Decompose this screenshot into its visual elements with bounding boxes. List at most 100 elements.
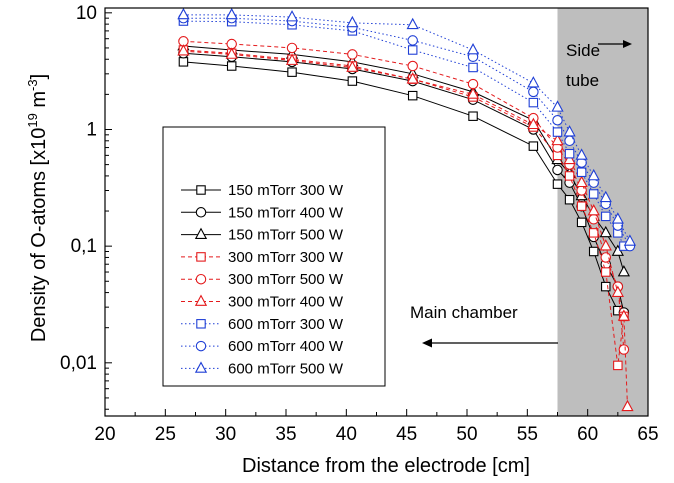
legend-item: 600 mTorr 300 W [181, 316, 344, 333]
data-point-square [588, 189, 599, 199]
data-point-triangle [285, 10, 299, 22]
data-point-square [564, 171, 575, 181]
side-tube-label-line1: Side [566, 41, 600, 60]
legend-label: 600 mTorr 300 W [228, 316, 344, 333]
legend-label: 150 mTorr 300 W [228, 182, 344, 199]
data-point-circle [618, 344, 630, 355]
data-point-triangle [194, 227, 208, 239]
y-tick-label: 0,1 [71, 236, 97, 257]
data-point-circle [552, 115, 563, 126]
data-point-triangle [406, 72, 419, 84]
data-point-square [347, 76, 358, 86]
series-line [183, 50, 628, 407]
data-point-square [552, 179, 563, 189]
data-point-square [178, 57, 189, 67]
main-chamber-arrow [422, 338, 558, 348]
x-axis-title: Distance from the electrode [cm] [242, 455, 530, 477]
series-line [183, 14, 631, 242]
x-tick-label: 40 [336, 424, 357, 445]
main-chamber-label: Main chamber [410, 303, 518, 322]
data-point-square [601, 267, 611, 277]
data-point-square [407, 45, 418, 55]
data-point-triangle [406, 17, 419, 30]
data-point-circle [195, 340, 207, 352]
data-point-triangle [563, 152, 576, 165]
data-point-square [196, 319, 206, 329]
data-point-triangle [346, 60, 359, 72]
legend-item: 600 mTorr 500 W [181, 360, 344, 377]
data-point-square [588, 246, 599, 257]
data-point-triangle [599, 225, 612, 238]
data-point-square [468, 62, 478, 73]
data-point-circle [528, 86, 539, 98]
data-point-circle [407, 35, 418, 46]
legend-label: 150 mTorr 500 W [228, 227, 344, 244]
y-tick-label: 10 [76, 3, 97, 24]
data-point-circle [407, 60, 418, 72]
legend-label: 300 mTorr 500 W [228, 271, 344, 288]
x-tick-label: 65 [637, 424, 658, 445]
data-point-circle [552, 164, 563, 176]
side-tube-arrow [598, 40, 632, 48]
series-9 [177, 7, 637, 246]
legend-items: 150 mTorr 300 W 150 mTorr 400 W 150 mTorr … [181, 182, 344, 377]
data-point-square [196, 185, 206, 195]
data-point-triangle [563, 125, 576, 137]
legend-label: 150 mTorr 400 W [228, 204, 344, 221]
data-point-triangle [621, 399, 634, 412]
legend-label: 600 mTorr 500 W [228, 360, 344, 377]
data-point-triangle [617, 309, 630, 321]
x-tick-label: 50 [456, 424, 477, 445]
data-point-square [576, 217, 587, 228]
y-axis-title: Density of O-atoms [x1019 m-3] [25, 74, 50, 342]
legend-item: 300 mTorr 300 W [181, 249, 344, 266]
data-point-square [601, 211, 611, 222]
data-point-triangle [346, 15, 359, 28]
series-6 [177, 44, 634, 412]
data-point-triangle [194, 361, 208, 373]
x-tick-label: 35 [275, 424, 296, 445]
x-tick-label: 30 [215, 424, 236, 445]
data-point-triangle [611, 212, 624, 224]
data-point-square [528, 97, 539, 108]
data-point-circle [195, 273, 207, 285]
data-point-triangle [623, 234, 637, 246]
data-point-square [564, 194, 575, 205]
data-point-circle [347, 49, 358, 60]
data-point-square [407, 90, 418, 101]
data-point-square [576, 167, 587, 177]
side-tube-label-line2: tube [566, 71, 599, 90]
legend-item: 300 mTorr 400 W [181, 294, 344, 311]
data-point-triangle [527, 117, 540, 130]
data-point-circle [226, 38, 237, 50]
legend-item: 150 mTorr 400 W [181, 204, 344, 221]
data-point-circle [564, 135, 575, 147]
data-point-square [226, 61, 237, 71]
data-point-triangle [177, 44, 190, 56]
legend-item: 600 mTorr 400 W [181, 338, 344, 355]
data-point-triangle [225, 47, 238, 59]
data-point-circle [286, 42, 298, 54]
data-point-triangle [466, 43, 480, 55]
data-point-square [287, 67, 297, 77]
data-point-triangle [285, 53, 299, 65]
series-line [183, 49, 625, 366]
data-point-circle [195, 207, 207, 218]
data-point-circle [600, 252, 612, 263]
data-point-triangle [575, 175, 588, 188]
data-point-square [564, 148, 575, 159]
x-tick-label: 25 [155, 424, 176, 445]
data-point-triangle [617, 265, 630, 277]
data-point-triangle [551, 133, 564, 146]
data-point-triangle [599, 190, 612, 203]
legend-item: 150 mTorr 300 W [181, 182, 344, 199]
data-point-square [528, 141, 539, 151]
data-point-circle [576, 185, 587, 196]
data-point-square [601, 281, 611, 292]
data-point-triangle [575, 148, 588, 160]
legend-item: 300 mTorr 500 W [181, 271, 344, 288]
data-point-triangle [527, 76, 540, 88]
data-point-triangle [587, 168, 600, 181]
x-tick-label: 20 [94, 424, 115, 445]
